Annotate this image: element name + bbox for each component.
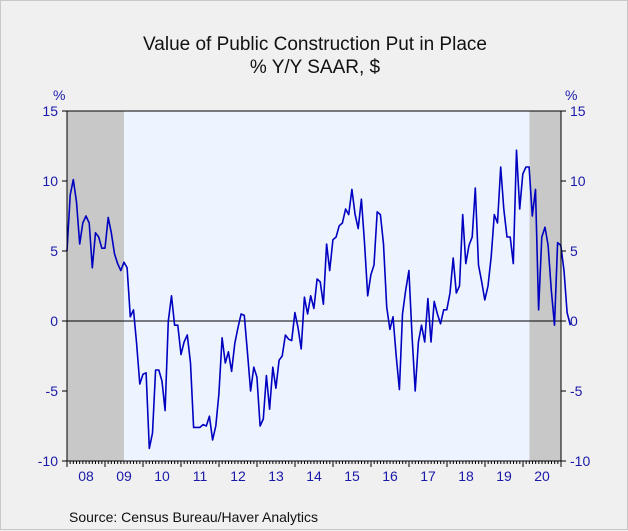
x-tick-label: 19 [496, 468, 512, 484]
x-tick-label: 08 [78, 468, 94, 484]
y-tick-label-left: 15 [42, 103, 58, 119]
x-tick-label: 11 [193, 468, 208, 484]
y-tick-label-right: 15 [570, 103, 586, 119]
source-note: Source: Census Bureau/Haver Analytics [69, 509, 319, 525]
x-tick-label: 12 [230, 468, 246, 484]
series-layer [66, 149, 572, 450]
y-tick-label-right: 0 [570, 313, 578, 329]
chart-subtitle: % Y/Y SAAR, $ [249, 57, 381, 78]
y-tick-label-left: 0 [50, 313, 58, 329]
series-line [66, 149, 572, 450]
y-tick-label-right: 10 [570, 173, 586, 189]
y-tick-label-left: -10 [38, 453, 58, 469]
x-tick-label: 10 [154, 468, 170, 484]
x-tick-label: 13 [268, 468, 284, 484]
x-tick-label: 14 [306, 468, 322, 484]
y-unit-left: % [53, 87, 65, 103]
y-tick-label-left: 10 [42, 173, 58, 189]
y-unit-right: % [565, 87, 577, 103]
recession-band [67, 111, 124, 461]
y-tick-label-left: -5 [46, 383, 59, 399]
y-tick-label-right: 5 [570, 243, 578, 259]
x-tick-label: 16 [382, 468, 398, 484]
x-tick-label: 18 [458, 468, 474, 484]
x-tick-label: 17 [420, 468, 436, 484]
y-tick-label-right: -5 [570, 383, 583, 399]
axes: 15 15 10 10 5 5 0 0 -5 -5 -10 -10 08 09 10 11 12 13 14 15 16… [38, 103, 591, 484]
y-tick-label-right: -10 [570, 453, 590, 469]
x-tick-label: 09 [116, 468, 132, 484]
plot-background [67, 111, 561, 461]
x-tick-label: 15 [344, 468, 360, 484]
y-tick-label-left: 5 [50, 243, 58, 259]
x-tick-label: 20 [534, 468, 550, 484]
chart-title: Value of Public Construction Put in Plac… [143, 34, 487, 55]
